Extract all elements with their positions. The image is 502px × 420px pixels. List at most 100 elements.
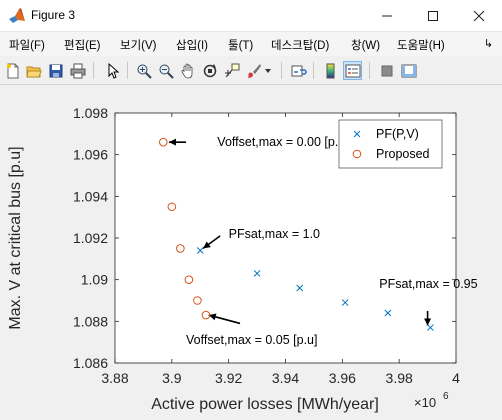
menu-edit[interactable]: 편집(E): [64, 40, 101, 52]
annotation-arrowhead: [424, 318, 432, 326]
data-point-circle-marker[interactable]: [176, 244, 185, 253]
annotation-label: Voffset,max = 0.00 [p.u]: [217, 135, 348, 149]
figure-canvas: 3.88 3.9 3.92 3.94 3.96 3.98 4 1.086 1.088 1.09 1…: [0, 85, 502, 417]
toolbar-separator: [369, 62, 370, 79]
edit-plot-arrow-icon: [108, 62, 119, 79]
menu-bar: 파일(F) 편집(E) 보기(V) 삽입(I) 툴(T) 데스크탑(D) 창(W…: [0, 32, 502, 56]
save-button[interactable]: [46, 61, 65, 80]
toolbar-separator: [281, 62, 282, 79]
marker-stroke: [253, 270, 261, 277]
marker-stroke: [341, 299, 349, 306]
menu-window[interactable]: 창(W): [351, 40, 381, 52]
window-title-bar: Figure 3: [0, 0, 502, 32]
annotation-arrowhead: [208, 313, 217, 321]
legend-entry-label[interactable]: PF(P,V): [376, 127, 419, 141]
menu-view[interactable]: 보기(V): [120, 40, 157, 52]
y-tick-label: 1.098: [73, 105, 108, 121]
menu-help[interactable]: 도움말(H): [397, 40, 445, 52]
data-point-x-marker[interactable]: [196, 247, 204, 254]
scatter-chart[interactable]: 3.88 3.9 3.92 3.94 3.96 3.98 4 1.086 1.088 1.09 1…: [0, 85, 502, 417]
zoom-in-icon: [137, 64, 152, 79]
save-icon: [49, 64, 62, 77]
brush-dropdown-button[interactable]: [263, 61, 273, 80]
close-icon: [473, 10, 485, 21]
show-plot-tools-icon: [401, 64, 416, 77]
colorbar-button[interactable]: [321, 61, 340, 80]
minimize-button[interactable]: [364, 0, 410, 31]
data-point-x-marker[interactable]: [427, 324, 434, 331]
data-point-circle-marker[interactable]: [201, 310, 211, 320]
link-plot-icon: [291, 65, 307, 76]
annotation-label: Voffset,max = 0.05 [p.u]: [186, 333, 317, 347]
new-figure-icon: [6, 63, 18, 78]
brush-button[interactable]: [244, 61, 263, 80]
y-tick-label: 1.096: [73, 147, 108, 163]
print-button[interactable]: [68, 61, 87, 80]
menu-desktop[interactable]: 데스크탑(D): [271, 40, 330, 52]
x-tick-label: 3.94: [272, 370, 299, 386]
brush-icon: [247, 63, 261, 78]
legend-button[interactable]: [343, 61, 362, 80]
data-point-circle-marker[interactable]: [159, 137, 168, 147]
x-tick-label: 3.98: [386, 370, 413, 386]
open-file-icon: [25, 66, 42, 77]
zoom-in-button[interactable]: [134, 61, 153, 80]
marker-stroke: [196, 247, 204, 254]
show-plot-tools-button[interactable]: [399, 61, 418, 80]
print-icon: [70, 63, 85, 78]
link-plot-button[interactable]: [289, 61, 308, 80]
data-point-circle-marker[interactable]: [167, 202, 177, 212]
menu-file[interactable]: 파일(F): [9, 40, 45, 52]
pan-hand-icon: [181, 63, 192, 78]
y-tick-label: 1.092: [73, 230, 108, 246]
data-point-x-marker[interactable]: [384, 309, 392, 317]
zoom-out-button[interactable]: [156, 61, 175, 80]
maximize-button[interactable]: [410, 0, 456, 31]
annotation-arrowhead: [203, 241, 211, 249]
close-button[interactable]: [456, 0, 502, 31]
data-point-circle-marker[interactable]: [193, 296, 202, 305]
window-title: Figure 3: [31, 8, 76, 22]
x-axis-multiplier: ×10: [414, 395, 436, 410]
menu-tools[interactable]: 툴(T): [228, 40, 254, 52]
maximize-icon: [428, 10, 438, 21]
hide-plot-tools-icon: [381, 65, 392, 76]
data-point-x-marker[interactable]: [341, 299, 349, 306]
legend-box: [338, 119, 443, 169]
edit-plot-button[interactable]: [103, 61, 122, 80]
marker-stroke: [427, 324, 434, 331]
data-point-x-marker[interactable]: [296, 284, 304, 292]
data-point-circle-marker[interactable]: [184, 275, 194, 284]
toolbar-separator: [93, 62, 94, 79]
annotation-label: PFsat,max = 0.95: [379, 277, 477, 291]
x-axis-exponent: 6: [443, 391, 449, 402]
new-figure-button[interactable]: [3, 61, 22, 80]
legend-entry-label[interactable]: Proposed: [376, 147, 430, 161]
data-cursor-button[interactable]: [222, 61, 241, 80]
chart-legend[interactable]: PF(P,V) Proposed: [338, 119, 443, 169]
y-tick-label: 1.088: [73, 313, 108, 329]
open-file-button[interactable]: [24, 61, 43, 80]
brush-dropdown-icon: [265, 68, 271, 73]
pan-button[interactable]: [178, 61, 197, 80]
menu-insert[interactable]: 삽입(I): [176, 40, 209, 52]
y-axis-label: Max. V at critical bus [p.u]: [7, 146, 24, 329]
zoom-out-icon: [159, 64, 174, 79]
rotate-3d-button[interactable]: [200, 61, 219, 80]
annotation-arrowhead: [168, 138, 176, 146]
rotate-3d-icon: [203, 63, 216, 77]
colorbar-icon: [326, 63, 334, 78]
toolbar-separator: [313, 62, 314, 79]
hide-plot-tools-button[interactable]: [377, 61, 396, 80]
annotation-label: PFsat,max = 1.0: [229, 227, 320, 241]
x-tick-label: 3.88: [101, 370, 128, 386]
x-tick-label: 3.92: [215, 370, 242, 386]
chevron-right-icon[interactable]: ↳: [483, 38, 493, 50]
minimize-icon: [382, 15, 392, 16]
figure-toolbar: [0, 57, 502, 85]
data-point-x-marker[interactable]: [253, 270, 261, 277]
x-tick-label: 3.96: [329, 370, 356, 386]
legend-icon: [345, 64, 360, 77]
x-axis-label: Active power losses [MWh/year]: [151, 396, 379, 413]
x-tick-label: 4: [452, 370, 460, 386]
